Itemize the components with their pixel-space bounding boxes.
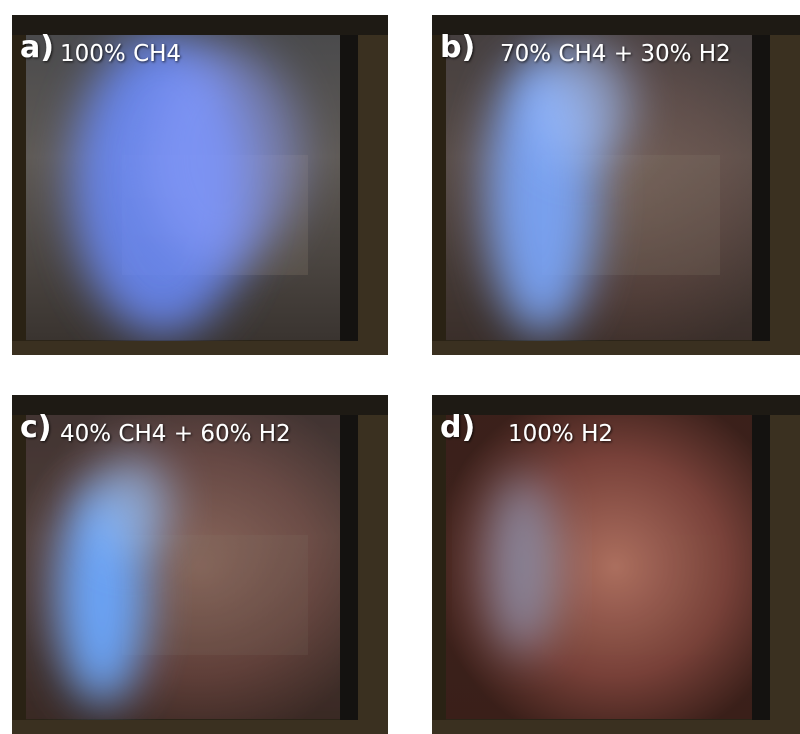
flame xyxy=(487,475,557,655)
frame-right xyxy=(340,15,358,355)
frame-top xyxy=(12,395,388,415)
panel-letter: d) xyxy=(440,410,475,445)
frame-left xyxy=(432,395,446,734)
frame-right xyxy=(752,15,770,355)
inner-plate xyxy=(122,535,308,655)
frame-right-edge xyxy=(358,395,388,734)
photo-panel: c) 40% CH4 + 60% H2 xyxy=(12,395,388,734)
photo-panel: b) 70% CH4 + 30% H2 xyxy=(432,15,800,355)
panel-letter: a) xyxy=(20,30,54,65)
frame-left xyxy=(12,395,26,734)
flame xyxy=(92,455,172,555)
frame-right xyxy=(340,395,358,734)
frame-bottom xyxy=(432,720,800,734)
frame-bottom xyxy=(12,341,388,355)
panel-label: 70% CH4 + 30% H2 xyxy=(500,41,731,67)
photo-panel: a)100% CH4 xyxy=(12,15,388,355)
frame-top xyxy=(432,395,800,415)
frame-right xyxy=(752,395,770,734)
panel-letter: b) xyxy=(440,30,475,65)
frame-bottom xyxy=(432,341,800,355)
frame-bottom xyxy=(12,720,388,734)
frame-right-edge xyxy=(770,395,800,734)
frame-left xyxy=(432,15,446,355)
frame-right-edge xyxy=(358,15,388,355)
frame-right-edge xyxy=(770,15,800,355)
panel-label: 100% CH4 xyxy=(60,41,181,67)
frame-top xyxy=(432,15,800,35)
photo-panel: d) 100% H2 xyxy=(432,395,800,734)
panel-label: 100% H2 xyxy=(508,421,613,447)
photo-content xyxy=(432,395,800,734)
frame-left xyxy=(12,15,26,355)
frame-top xyxy=(12,15,388,35)
inner-plate xyxy=(542,535,720,655)
panel-letter: c) xyxy=(20,410,52,445)
flame xyxy=(142,45,302,265)
panel-label: 40% CH4 + 60% H2 xyxy=(60,421,291,447)
figure: a)100% CH4 b) 70% CH4 + 30% H2 c) 40% CH4 + … xyxy=(0,0,800,734)
